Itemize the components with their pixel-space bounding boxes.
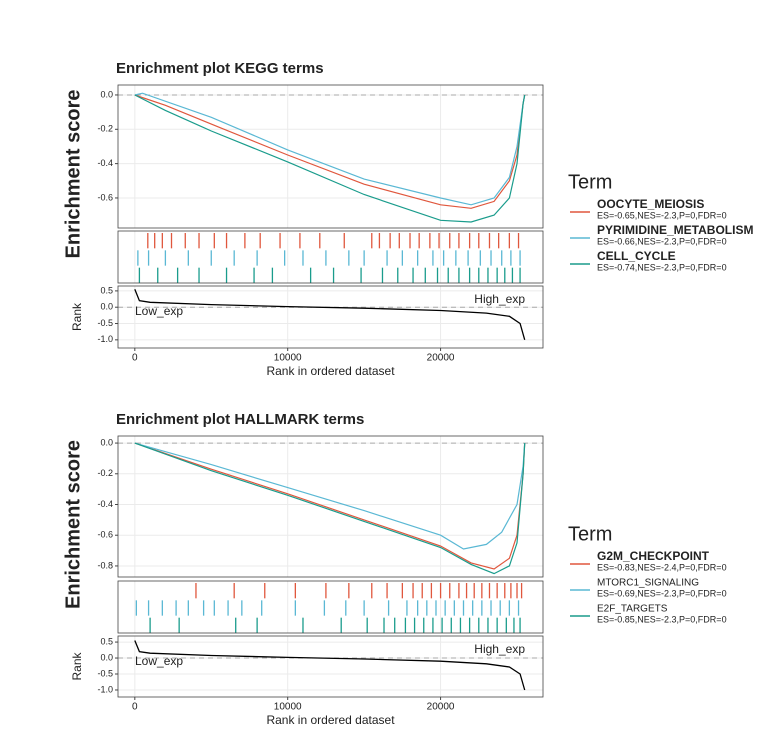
rank-axis-title: Rank — [70, 302, 84, 331]
panel-frame — [117, 230, 544, 284]
legend-label: G2M_CHECKPOINT — [597, 549, 710, 563]
x-tick-label: 10000 — [274, 702, 302, 713]
es-curve — [134, 442, 526, 570]
x-axis-title: Rank in ordered dataset — [266, 713, 395, 727]
y-tick-label: -0.2 — [97, 468, 113, 478]
rank-annotation: Low_exp — [135, 654, 183, 668]
x-tick-label: 10000 — [274, 353, 302, 364]
legend-label: OOCYTE_MEIOSIS — [597, 197, 704, 211]
y-tick-label: 0.0 — [100, 302, 113, 312]
es-curve — [134, 94, 526, 223]
y-tick-label: 0.5 — [100, 636, 113, 646]
legend-detail: ES=-0.65,NES=-2.3,P=0,FDR=0 — [597, 210, 727, 220]
x-axis-title: Rank in ordered dataset — [266, 364, 395, 378]
legend-title: Term — [568, 171, 612, 193]
es-curve — [134, 442, 526, 575]
y-tick-label: 0.0 — [100, 89, 113, 99]
legend-detail: ES=-0.66,NES=-2.3,P=0,FDR=0 — [597, 236, 727, 246]
y-tick-label: 0.0 — [100, 437, 113, 447]
y-tick-label: -0.2 — [97, 124, 113, 134]
x-tick-label: 20000 — [427, 353, 455, 364]
y-tick-label: 0.0 — [100, 652, 113, 662]
rank-annotation: High_exp — [474, 292, 525, 306]
panel-frame — [117, 285, 544, 349]
legend-detail: ES=-0.74,NES=-2.3,P=0,FDR=0 — [597, 262, 727, 272]
legend-label: E2F_TARGETS — [597, 604, 668, 615]
y-tick-label: 0.5 — [100, 285, 113, 295]
y-tick-label: -0.5 — [97, 318, 113, 328]
chart-title: Enrichment plot KEGG terms — [116, 60, 324, 77]
panel-frame — [117, 635, 544, 698]
x-tick-label: 0 — [132, 702, 138, 713]
chart-title: Enrichment plot HALLMARK terms — [116, 411, 364, 428]
legend-title: Term — [568, 523, 612, 545]
es-curve — [134, 92, 526, 206]
rank-annotation: High_exp — [474, 642, 525, 656]
panel-frame — [117, 435, 544, 578]
y-tick-label: -0.4 — [97, 158, 113, 168]
legend-detail: ES=-0.85,NES=-2.3,P=0,FDR=0 — [597, 614, 727, 624]
legend-label: CELL_CYCLE — [597, 249, 676, 263]
y-tick-label: -0.8 — [97, 560, 113, 570]
x-tick-label: 0 — [132, 353, 138, 364]
x-tick-label: 20000 — [427, 702, 455, 713]
panel-frame — [117, 84, 544, 229]
y-tick-label: -0.5 — [97, 668, 113, 678]
y-tick-label: -1.0 — [97, 334, 113, 344]
y-tick-label: -0.6 — [97, 530, 113, 540]
rank-axis-title: Rank — [70, 651, 84, 680]
legend-detail: ES=-0.83,NES=-2.4,P=0,FDR=0 — [597, 562, 727, 572]
rank-curve — [134, 289, 526, 340]
rank-annotation: Low_exp — [135, 304, 183, 318]
y-axis-title: Enrichment score — [62, 90, 84, 259]
gsea-chart: Enrichment plot HALLMARK terms Enrichment… — [62, 411, 726, 727]
y-axis-title: Enrichment score — [62, 440, 84, 609]
y-tick-label: -0.4 — [97, 499, 113, 509]
es-curve — [134, 442, 526, 550]
y-tick-label: -0.6 — [97, 192, 113, 202]
y-tick-label: -1.0 — [97, 684, 113, 694]
legend-label: MTORC1_SIGNALING — [597, 578, 699, 589]
legend-detail: ES=-0.69,NES=-2.3,P=0,FDR=0 — [597, 588, 727, 598]
gsea-chart: Enrichment plot KEGG terms Enrichment sco… — [62, 60, 753, 378]
panel-frame — [117, 580, 544, 634]
legend-label: PYRIMIDINE_METABOLISM — [597, 223, 753, 237]
rank-curve — [134, 640, 526, 691]
es-curve — [134, 94, 526, 209]
